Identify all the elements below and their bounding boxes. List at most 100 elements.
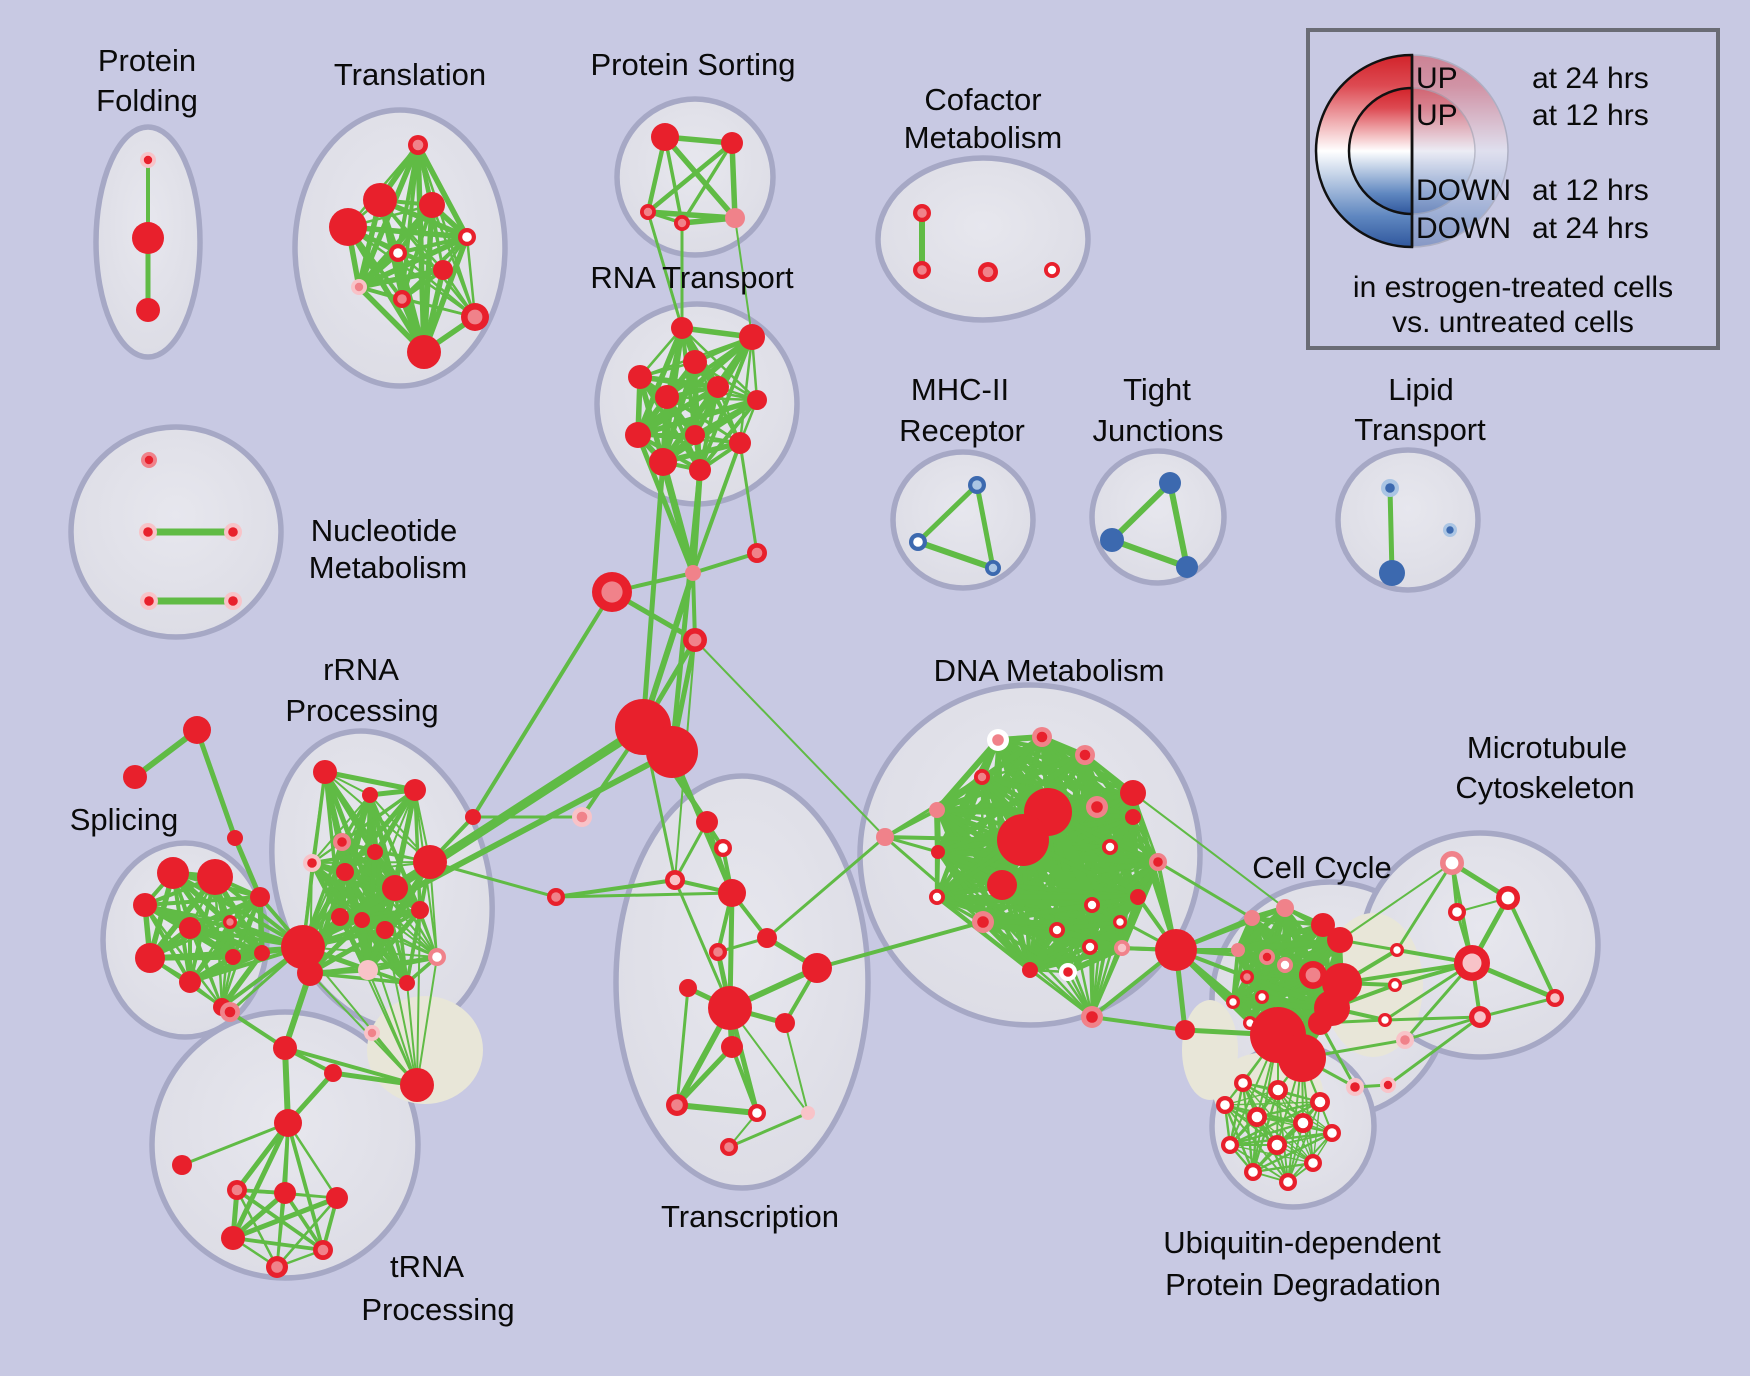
gene-node-mt2[interactable] [1496, 886, 1520, 910]
gene-node-rr11[interactable] [354, 912, 370, 928]
gene-node-cn6[interactable] [572, 807, 592, 827]
gene-node-cn3[interactable] [747, 543, 767, 563]
gene-node-cc10[interactable] [1240, 970, 1254, 984]
gene-node-sp6[interactable] [179, 971, 201, 993]
gene-node-tn10[interactable] [221, 1226, 245, 1250]
gene-node-ps3[interactable] [640, 204, 656, 220]
gene-node-cc16[interactable] [1175, 1020, 1195, 1040]
gene-node-tl1[interactable] [408, 135, 428, 155]
gene-node-dm19[interactable] [1049, 922, 1065, 938]
gene-node-cc18[interactable] [1278, 1034, 1326, 1082]
gene-node-dm10[interactable] [1149, 853, 1167, 871]
gene-node-dm18[interactable] [1130, 889, 1146, 905]
gene-node-tx12[interactable] [666, 1094, 688, 1116]
gene-node-cf1[interactable] [913, 204, 931, 222]
gene-node-tj3[interactable] [1176, 556, 1198, 578]
gene-node-rr7[interactable] [367, 844, 383, 860]
gene-node-tx11[interactable] [721, 1036, 743, 1058]
gene-node-tx2[interactable] [714, 839, 732, 857]
gene-node-tl10[interactable] [461, 303, 489, 331]
cluster-mhc-ii-receptor[interactable] [890, 449, 1036, 591]
cluster-trna-processing[interactable] [149, 1009, 421, 1281]
gene-node-rt10[interactable] [729, 432, 751, 454]
gene-node-ub11[interactable] [1244, 1163, 1262, 1181]
gene-node-si1[interactable] [183, 716, 211, 744]
gene-node-tx8[interactable] [708, 986, 752, 1030]
gene-node-sp8[interactable] [225, 949, 241, 965]
gene-node-tj2[interactable] [1100, 528, 1124, 552]
gene-node-mt4[interactable] [1454, 945, 1490, 981]
gene-node-lt2[interactable] [1379, 560, 1405, 586]
gene-node-cf3[interactable] [978, 262, 998, 282]
gene-node-mh3[interactable] [985, 560, 1001, 576]
gene-node-cc11[interactable] [1255, 990, 1269, 1004]
gene-node-dm13[interactable] [997, 814, 1049, 866]
cluster-tight-junctions[interactable] [1089, 448, 1227, 586]
gene-node-dm25[interactable] [1113, 915, 1127, 929]
gene-node-tl11[interactable] [407, 335, 441, 369]
gene-node-rr12[interactable] [376, 921, 394, 939]
gene-node-dm21[interactable] [1022, 962, 1038, 978]
gene-node-tn11[interactable] [313, 1240, 333, 1260]
gene-node-tl9[interactable] [393, 290, 411, 308]
gene-node-ps5[interactable] [725, 208, 745, 228]
gene-node-cf2[interactable] [913, 261, 931, 279]
gene-node-rt5[interactable] [707, 376, 729, 398]
gene-node-sp4[interactable] [179, 917, 201, 939]
gene-node-cch[interactable] [1155, 929, 1197, 971]
gene-node-cn2[interactable] [592, 572, 632, 612]
gene-node-rrh[interactable] [281, 925, 325, 969]
gene-node-dm14[interactable] [987, 870, 1017, 900]
gene-node-lt1[interactable] [1381, 479, 1399, 497]
gene-node-sp9[interactable] [250, 887, 270, 907]
gene-node-rr16[interactable] [399, 975, 415, 991]
gene-node-cc24[interactable] [1346, 1078, 1364, 1096]
gene-node-rt2[interactable] [739, 324, 765, 350]
gene-node-tx14[interactable] [801, 1106, 815, 1120]
gene-node-ub1[interactable] [1234, 1074, 1252, 1092]
gene-node-ub7[interactable] [1323, 1124, 1341, 1142]
gene-node-mt1[interactable] [1440, 851, 1464, 875]
gene-node-mt3[interactable] [1448, 903, 1466, 921]
gene-node-rt12[interactable] [689, 459, 711, 481]
gene-node-rt3[interactable] [683, 350, 707, 374]
cluster-transcription[interactable] [613, 773, 871, 1191]
gene-node-dm6[interactable] [1120, 780, 1146, 806]
gene-node-nu5[interactable] [224, 592, 242, 610]
gene-node-cc2[interactable] [1276, 899, 1294, 917]
gene-node-ub4[interactable] [1216, 1096, 1234, 1114]
gene-node-ps4[interactable] [674, 215, 690, 231]
gene-node-cc22[interactable] [1396, 1031, 1414, 1049]
gene-node-dm3[interactable] [1075, 745, 1095, 765]
gene-node-lt3[interactable] [1443, 523, 1457, 537]
gene-node-rr2[interactable] [362, 787, 378, 803]
gene-node-ps2[interactable] [721, 132, 743, 154]
gene-node-rr3[interactable] [404, 779, 426, 801]
gene-node-ub12[interactable] [1279, 1173, 1297, 1191]
gene-node-nu3[interactable] [224, 523, 242, 541]
gene-node-dm16[interactable] [972, 911, 994, 933]
gene-node-cc21[interactable] [1378, 1013, 1392, 1027]
gene-node-rr8[interactable] [413, 845, 447, 879]
gene-node-tl7[interactable] [433, 260, 453, 280]
gene-node-cf4[interactable] [1044, 262, 1060, 278]
gene-node-tx4[interactable] [718, 879, 746, 907]
gene-node-dm2[interactable] [1032, 727, 1052, 747]
gene-node-cc5[interactable] [1231, 943, 1245, 957]
gene-node-rr5[interactable] [303, 854, 321, 872]
gene-node-sp5[interactable] [135, 943, 165, 973]
gene-node-cc19[interactable] [1390, 943, 1404, 957]
gene-node-dm26[interactable] [1081, 1006, 1103, 1028]
gene-node-dm15[interactable] [929, 889, 945, 905]
gene-node-rr14[interactable] [428, 948, 446, 966]
gene-node-tn5[interactable] [274, 1109, 302, 1137]
gene-node-sp3[interactable] [133, 893, 157, 917]
gene-node-dm9[interactable] [1102, 839, 1118, 855]
gene-node-cc7[interactable] [1277, 957, 1293, 973]
gene-node-rr15[interactable] [358, 960, 378, 980]
gene-node-tx15[interactable] [720, 1138, 738, 1156]
gene-node-sp2[interactable] [197, 859, 233, 895]
gene-node-cc8[interactable] [1299, 961, 1327, 989]
gene-node-tn1[interactable] [220, 1002, 240, 1022]
gene-node-tx9[interactable] [775, 1013, 795, 1033]
